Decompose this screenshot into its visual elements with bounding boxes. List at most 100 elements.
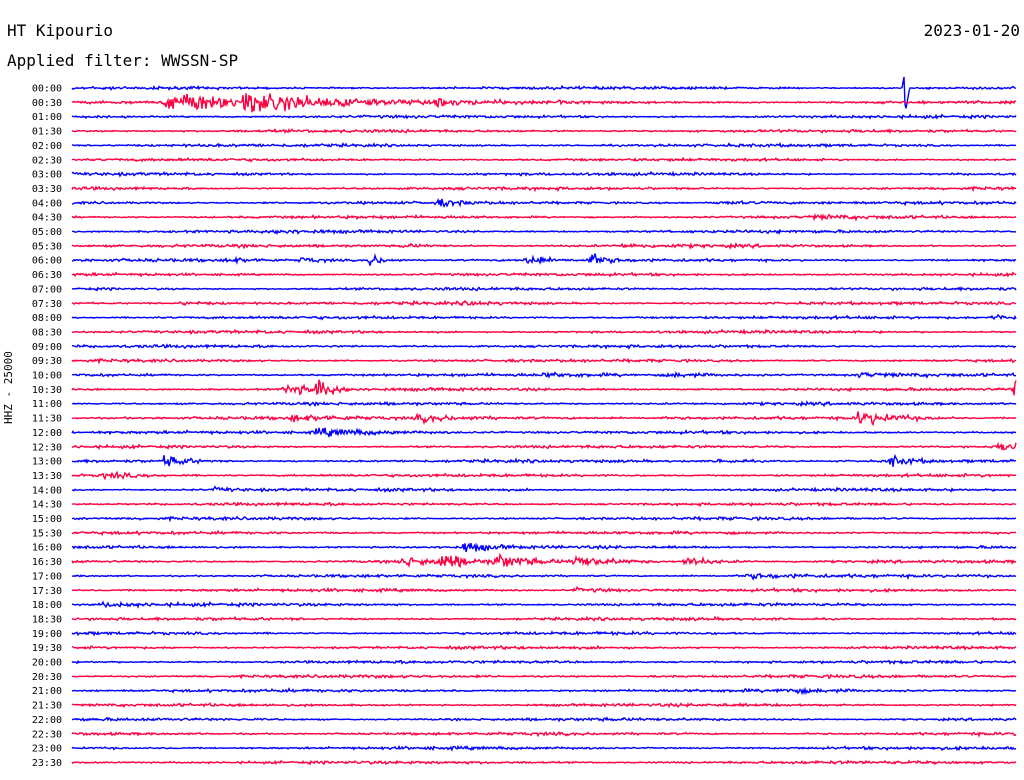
row-time-label: 00:30 bbox=[32, 98, 62, 109]
row-time-label: 04:30 bbox=[32, 213, 62, 224]
row-time-label: 02:00 bbox=[32, 141, 62, 152]
row-time-label: 09:30 bbox=[32, 356, 62, 367]
row-time-label: 22:30 bbox=[32, 729, 62, 740]
seismic-trace-row bbox=[71, 744, 1017, 752]
row-time-label: 21:30 bbox=[32, 701, 62, 712]
row-time-label: 01:30 bbox=[32, 127, 62, 138]
row-time-label: 16:00 bbox=[32, 543, 62, 554]
row-time-label: 03:30 bbox=[32, 184, 62, 195]
seismic-trace-row bbox=[71, 572, 1017, 581]
seismic-trace-row bbox=[71, 170, 1017, 178]
row-time-label: 01:00 bbox=[32, 112, 62, 123]
seismic-trace-row bbox=[71, 515, 1017, 523]
row-time-label: 06:00 bbox=[32, 256, 62, 267]
row-time-label: 08:00 bbox=[32, 313, 62, 324]
seismic-trace-row bbox=[71, 716, 1017, 723]
row-time-label: 08:30 bbox=[32, 327, 62, 338]
row-time-label: 00:00 bbox=[32, 84, 62, 95]
seismic-trace-row bbox=[71, 156, 1017, 163]
seismic-trace-row bbox=[71, 731, 1017, 738]
row-time-label: 22:00 bbox=[32, 715, 62, 726]
seismic-trace-row bbox=[71, 371, 1017, 379]
row-time-label: 06:30 bbox=[32, 270, 62, 281]
seismic-trace-row bbox=[71, 501, 1017, 508]
seismic-trace-row bbox=[71, 128, 1017, 135]
seismic-trace-row bbox=[71, 400, 1017, 408]
seismic-trace-row bbox=[72, 197, 1017, 209]
seismic-trace-row bbox=[71, 586, 1017, 594]
seismic-trace-row bbox=[71, 228, 1017, 236]
row-time-label: 13:00 bbox=[32, 457, 62, 468]
row-time-label: 15:00 bbox=[32, 514, 62, 525]
seismic-trace-row bbox=[71, 644, 1017, 651]
row-time-label: 12:00 bbox=[32, 428, 62, 439]
seismic-trace-row bbox=[71, 615, 1017, 622]
seismic-trace-row bbox=[71, 253, 1017, 266]
seismic-trace-row bbox=[71, 379, 1017, 396]
seismic-trace-row bbox=[71, 299, 1017, 307]
row-time-label: 19:00 bbox=[32, 629, 62, 640]
row-time-label: 12:30 bbox=[32, 442, 62, 453]
seismic-trace-row bbox=[71, 552, 1017, 569]
seismic-trace-row bbox=[71, 142, 1016, 149]
seismic-trace-row bbox=[71, 600, 1017, 609]
row-time-label: 14:30 bbox=[32, 500, 62, 511]
seismic-trace-row bbox=[71, 659, 1017, 665]
seismic-trace-row bbox=[71, 212, 1017, 222]
row-time-label: 14:00 bbox=[32, 485, 62, 496]
row-time-label: 02:30 bbox=[32, 155, 62, 166]
row-time-label: 07:30 bbox=[32, 299, 62, 310]
seismic-trace-row bbox=[71, 185, 1017, 193]
seismic-trace-row bbox=[71, 76, 1017, 109]
seismic-trace-row bbox=[71, 453, 1017, 467]
filter-label: Applied filter: WWSSN-SP bbox=[7, 51, 239, 70]
seismic-trace-row bbox=[71, 93, 1017, 113]
row-time-label: 21:00 bbox=[32, 686, 62, 697]
row-time-label: 16:30 bbox=[32, 557, 62, 568]
row-time-label: 03:00 bbox=[32, 170, 62, 181]
seismic-trace-row bbox=[72, 343, 1017, 350]
seismic-trace-row bbox=[71, 441, 1017, 451]
seismic-trace-row bbox=[71, 328, 1017, 336]
seismic-trace-row bbox=[71, 313, 1017, 321]
row-time-label: 05:00 bbox=[32, 227, 62, 238]
seismic-trace-row bbox=[72, 542, 1017, 553]
seismic-trace-row bbox=[71, 701, 1017, 709]
row-time-label: 13:30 bbox=[32, 471, 62, 482]
seismic-trace-row bbox=[71, 271, 1017, 278]
row-time-label: 19:30 bbox=[32, 643, 62, 654]
seismic-trace-row bbox=[71, 630, 1017, 637]
row-time-label: 04:00 bbox=[32, 198, 62, 209]
seismic-trace-row bbox=[71, 686, 1017, 696]
row-time-label: 18:30 bbox=[32, 614, 62, 625]
seismic-trace-row bbox=[71, 470, 1017, 481]
seismic-trace-row bbox=[71, 759, 1017, 766]
seismic-trace-row bbox=[71, 529, 1017, 537]
seismic-trace-row bbox=[71, 113, 1017, 121]
row-time-label: 18:00 bbox=[32, 600, 62, 611]
row-time-label: 07:00 bbox=[32, 284, 62, 295]
row-time-label: 10:30 bbox=[32, 385, 62, 396]
seismic-trace-row bbox=[71, 673, 1017, 680]
row-time-label: 17:00 bbox=[32, 571, 62, 582]
row-time-label: 09:00 bbox=[32, 342, 62, 353]
seismic-trace-row bbox=[71, 241, 1017, 250]
station-title: HT Kipourio bbox=[7, 21, 113, 40]
row-time-label: 23:00 bbox=[32, 744, 62, 755]
seismic-trace-row bbox=[71, 357, 1017, 365]
seismic-trace-row bbox=[71, 485, 1017, 494]
date-title: 2023-01-20 bbox=[923, 21, 1020, 40]
row-time-label: 15:30 bbox=[32, 528, 62, 539]
seismic-trace-row bbox=[71, 286, 1017, 292]
row-time-label: 23:30 bbox=[32, 758, 62, 769]
row-time-label: 11:00 bbox=[32, 399, 62, 410]
row-time-label: 05:30 bbox=[32, 241, 62, 252]
row-time-label: 20:00 bbox=[32, 658, 62, 669]
seismic-trace-row bbox=[71, 427, 1017, 438]
row-time-label: 20:30 bbox=[32, 672, 62, 683]
row-time-label: 11:30 bbox=[32, 414, 62, 425]
row-time-label: 10:00 bbox=[32, 371, 62, 382]
seismic-trace-row bbox=[71, 411, 1017, 427]
